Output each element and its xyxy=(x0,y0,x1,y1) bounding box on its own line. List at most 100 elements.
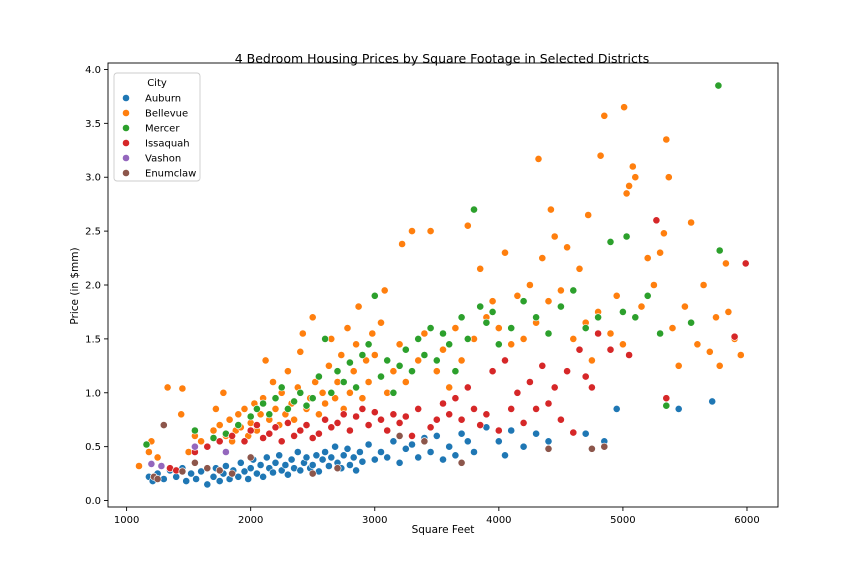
data-point-auburn-87 xyxy=(612,404,621,413)
data-point-auburn-34 xyxy=(281,461,290,469)
data-point-bellevue-96 xyxy=(550,232,559,241)
x-tick-label: 4000 xyxy=(486,515,511,526)
legend-title: City xyxy=(147,78,167,89)
data-point-issaquah-38 xyxy=(439,399,447,408)
data-point-auburn-43 xyxy=(308,461,317,469)
data-point-issaquah-15 xyxy=(296,426,305,435)
y-tick-label: 0.5 xyxy=(85,442,101,453)
data-point-auburn-58 xyxy=(355,448,364,456)
data-point-bellevue-79 xyxy=(457,356,466,365)
data-point-bellevue-118 xyxy=(656,248,664,257)
data-point-mercer-63 xyxy=(715,246,724,255)
data-point-bellevue-37 xyxy=(290,415,298,424)
data-point-bellevue-62 xyxy=(368,329,377,338)
data-point-mercer-4 xyxy=(234,421,243,429)
data-point-mercer-39 xyxy=(457,313,466,322)
data-point-issaquah-36 xyxy=(426,423,435,432)
data-point-issaquah-16 xyxy=(302,421,311,429)
data-point-issaquah-62 xyxy=(588,383,596,392)
legend-marker-issaquah xyxy=(122,139,130,147)
data-point-bellevue-12 xyxy=(211,404,220,413)
data-point-mercer-43 xyxy=(482,318,491,327)
data-point-mercer-20 xyxy=(339,378,348,386)
data-point-mercer-14 xyxy=(302,401,311,410)
data-point-mercer-23 xyxy=(358,351,367,359)
data-point-mercer-22 xyxy=(352,383,360,392)
data-point-mercer-47 xyxy=(519,297,528,306)
data-point-bellevue-46 xyxy=(318,388,327,397)
data-point-enumclaw-16 xyxy=(600,442,609,451)
data-point-issaquah-50 xyxy=(513,388,522,397)
data-point-auburn-28 xyxy=(262,453,271,462)
data-point-enumclaw-12 xyxy=(420,437,429,446)
data-point-mercer-5 xyxy=(246,412,255,421)
data-point-auburn-23 xyxy=(246,464,255,473)
data-point-enumclaw-6 xyxy=(215,466,224,475)
data-point-enumclaw-10 xyxy=(333,464,342,473)
data-point-mercer-46 xyxy=(507,324,516,332)
data-point-mercer-55 xyxy=(619,307,627,316)
data-point-auburn-10 xyxy=(197,467,205,476)
data-point-bellevue-130 xyxy=(715,361,724,370)
data-point-bellevue-70 xyxy=(401,378,410,386)
legend-items: Auburn Bellevue Mercer Issaquah Vashon Enumcl… xyxy=(122,94,196,180)
x-axis: 1000 2000 3000 4000 5000 6000 xyxy=(114,507,760,526)
data-point-issaquah-39 xyxy=(445,410,454,419)
data-point-auburn-75 xyxy=(457,429,466,438)
data-point-bellevue-28 xyxy=(261,356,270,365)
data-point-enumclaw-3 xyxy=(178,467,187,476)
data-point-bellevue-103 xyxy=(588,356,596,365)
data-point-issaquah-43 xyxy=(470,404,478,413)
data-point-issaquah-33 xyxy=(408,431,416,440)
legend-label-enumclaw: Enumclaw xyxy=(145,169,196,180)
data-point-mercer-42 xyxy=(476,302,485,311)
data-point-auburn-57 xyxy=(352,466,360,475)
data-point-auburn-31 xyxy=(271,458,280,467)
data-point-auburn-7 xyxy=(182,477,191,485)
data-point-issaquah-49 xyxy=(507,404,516,413)
data-point-mercer-50 xyxy=(557,302,565,311)
chart-title: 4 Bedroom Housing Prices by Square Foota… xyxy=(235,51,650,66)
data-point-issaquah-65 xyxy=(625,351,633,359)
data-point-bellevue-112 xyxy=(625,181,633,190)
data-point-auburn-70 xyxy=(426,448,435,456)
data-point-bellevue-65 xyxy=(380,286,389,295)
data-point-auburn-66 xyxy=(401,444,410,453)
data-point-auburn-72 xyxy=(439,455,447,464)
data-point-bellevue-108 xyxy=(612,291,621,300)
data-point-mercer-0 xyxy=(142,440,151,449)
data-point-bellevue-116 xyxy=(643,254,652,262)
data-point-auburn-83 xyxy=(532,429,540,438)
y-tick-label: 1.0 xyxy=(85,388,101,399)
data-point-bellevue-74 xyxy=(426,227,435,235)
data-point-bellevue-94 xyxy=(544,297,553,306)
x-tick-label: 6000 xyxy=(734,515,759,526)
data-point-issaquah-31 xyxy=(395,418,404,427)
data-point-auburn-88 xyxy=(674,404,683,413)
data-point-issaquah-41 xyxy=(457,415,466,424)
data-point-issaquah-12 xyxy=(277,437,286,446)
legend-box xyxy=(113,72,201,182)
data-point-issaquah-6 xyxy=(240,437,249,446)
data-point-bellevue-99 xyxy=(569,334,578,343)
data-point-bellevue-97 xyxy=(557,286,565,295)
data-point-issaquah-28 xyxy=(377,415,385,424)
data-point-bellevue-125 xyxy=(687,218,695,227)
data-point-auburn-36 xyxy=(287,455,296,464)
data-point-issaquah-61 xyxy=(581,372,590,381)
data-point-auburn-56 xyxy=(349,453,358,462)
data-point-mercer-29 xyxy=(395,361,404,370)
data-point-issaquah-63 xyxy=(594,329,602,338)
data-point-auburn-84 xyxy=(544,437,553,446)
data-point-bellevue-121 xyxy=(664,173,673,182)
data-point-auburn-47 xyxy=(321,448,329,456)
data-point-bellevue-71 xyxy=(408,227,416,235)
data-point-issaquah-23 xyxy=(345,426,354,435)
data-point-bellevue-72 xyxy=(414,356,423,365)
data-point-mercer-18 xyxy=(327,388,336,397)
data-point-issaquah-19 xyxy=(321,415,329,424)
data-point-bellevue-114 xyxy=(631,173,640,182)
data-point-auburn-61 xyxy=(370,455,379,464)
data-point-issaquah-53 xyxy=(532,404,540,413)
